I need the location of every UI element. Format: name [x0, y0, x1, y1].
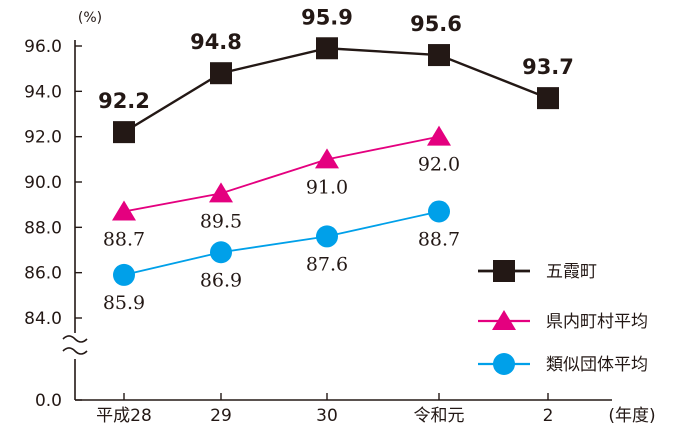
- y-tick-label: 94.0: [24, 82, 62, 102]
- circle-marker: [113, 263, 135, 286]
- legend-item-1: 五霞町: [478, 260, 597, 282]
- data-label: 95.9: [301, 5, 353, 29]
- triangle-marker: [209, 182, 233, 203]
- series-line: [123, 135, 440, 213]
- series-1: 92.2 94.8 95.9 95.6 93.7: [98, 5, 574, 144]
- data-label: 94.8: [190, 30, 242, 54]
- square-marker: [316, 37, 338, 60]
- data-label: 88.7: [418, 228, 460, 250]
- square-marker: [210, 62, 232, 85]
- data-label: 88.7: [103, 228, 145, 250]
- y-tick-label: 0.0: [35, 391, 62, 411]
- series-2: 88.7 89.5 91.0 92.0: [103, 125, 460, 250]
- data-label: 93.7: [522, 55, 574, 79]
- circle-marker: [316, 225, 338, 248]
- legend-item-2: 県内町村平均: [478, 310, 648, 332]
- y-unit-label: (%): [78, 10, 102, 26]
- legend-label: 五霞町: [546, 262, 597, 282]
- series-line: [123, 210, 440, 276]
- x-tick-label: 29: [210, 406, 232, 426]
- circle-marker: [493, 353, 515, 375]
- axis-break-mark-upper: [62, 335, 88, 343]
- data-label: 85.9: [103, 292, 145, 314]
- legend-label: 県内町村平均: [546, 312, 648, 332]
- y-tick-label: 92.0: [24, 128, 62, 148]
- y-tick-labels: 96.0 94.0 92.0 90.0 88.0 86.0 84.0 0.0: [24, 37, 82, 411]
- circle-marker: [428, 200, 450, 223]
- axes: [62, 40, 612, 401]
- y-tick-label: 96.0: [24, 37, 62, 57]
- triangle-marker: [112, 200, 136, 221]
- series-layer: 92.2 94.8 95.9 95.6 93.7 88.7 89.5 91.0 92.0 85.9…: [98, 5, 574, 314]
- series-line: [123, 47, 549, 134]
- x-tick-label: 平成28: [96, 406, 152, 426]
- square-marker: [113, 121, 135, 144]
- data-label: 86.9: [200, 269, 242, 291]
- y-tick-label: 90.0: [24, 173, 62, 193]
- legend-label: 類似団体平均: [546, 355, 648, 375]
- data-label: 91.0: [306, 176, 348, 198]
- data-label: 95.6: [410, 12, 462, 36]
- square-marker: [428, 44, 450, 67]
- triangle-marker: [492, 310, 516, 330]
- circle-marker: [210, 241, 232, 264]
- y-tick-label: 88.0: [24, 218, 62, 238]
- x-tick-label: 2: [543, 406, 554, 426]
- square-marker: [537, 87, 559, 110]
- series-3: 85.9 86.9 87.6 88.7: [103, 200, 460, 314]
- square-marker: [493, 260, 515, 282]
- triangle-marker: [315, 148, 339, 169]
- x-tick-label: 30: [316, 406, 338, 426]
- y-tick-label: 86.0: [24, 264, 62, 284]
- data-label: 89.5: [200, 210, 242, 232]
- axis-break-mark-lower: [62, 347, 88, 355]
- data-label: 87.6: [306, 253, 348, 275]
- x-tick-label: 令和元: [414, 406, 465, 426]
- triangle-marker: [427, 125, 451, 146]
- data-label: 92.0: [418, 154, 460, 176]
- y-tick-label: 84.0: [24, 309, 62, 329]
- legend-item-3: 類似団体平均: [478, 353, 648, 375]
- data-label: 92.2: [98, 89, 150, 113]
- x-unit-label: (年度): [608, 406, 655, 426]
- x-tick-labels: 平成28 29 30 令和元 2: [96, 393, 553, 426]
